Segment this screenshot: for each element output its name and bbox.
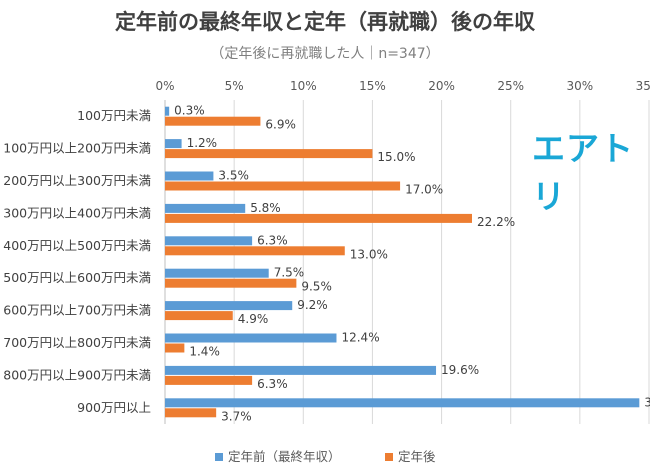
data-label: 3.5%	[218, 169, 249, 183]
legend-swatch-1	[215, 453, 223, 461]
category-label: 200万円以上300万円未満	[3, 173, 151, 188]
category-label: 100万円以上200万円未満	[3, 141, 151, 156]
category-label: 100万円未満	[77, 108, 151, 123]
data-label: 22.2%	[477, 215, 515, 229]
data-label: 0.3%	[174, 104, 205, 118]
bar-series-1	[165, 203, 246, 213]
bar-series-1	[165, 236, 253, 246]
bar-series-2	[165, 408, 217, 418]
x-tick-label: 0%	[155, 79, 174, 93]
bar-series-2	[165, 149, 373, 159]
bar-series-1	[165, 398, 640, 408]
data-label: 6.3%	[257, 233, 288, 247]
category-label: 800万円以上900万円未満	[3, 367, 151, 382]
legend-label: 定年後	[398, 449, 436, 464]
category-label: 300万円以上400万円未満	[3, 205, 151, 220]
x-tick-label: 20%	[428, 79, 455, 93]
bar-series-1	[165, 333, 337, 343]
x-tick-label: 10%	[290, 79, 317, 93]
bar-series-2	[165, 181, 401, 191]
data-label: 6.3%	[257, 377, 288, 391]
chart-subtitle: （定年後に再就職した人｜n=347）	[210, 46, 440, 62]
bar-series-1	[165, 268, 269, 278]
category-label: 900万円以上	[77, 400, 151, 415]
data-label: 12.4%	[341, 331, 379, 345]
data-label: 17.0%	[405, 183, 443, 197]
x-tick-label: 15%	[359, 79, 386, 93]
x-tick-label: 35%	[636, 79, 650, 93]
data-label: 19.6%	[441, 363, 479, 377]
bar-series-1	[165, 365, 437, 375]
bar-series-2	[165, 375, 253, 385]
bar-series-2	[165, 246, 345, 256]
bar-series-2	[165, 278, 297, 288]
category-label: 700万円以上800万円未満	[3, 335, 151, 350]
bar-series-2	[165, 311, 233, 321]
legend-label: 定年前（最終年収）	[228, 449, 341, 464]
bar-series-1	[165, 139, 182, 149]
data-label: 34.3%	[644, 395, 650, 409]
bar-series-1	[165, 171, 214, 181]
bar-series-2	[165, 343, 185, 353]
data-label: 1.2%	[187, 136, 218, 150]
legend-swatch-2	[385, 453, 393, 461]
data-label: 4.9%	[238, 312, 269, 326]
data-label: 6.9%	[265, 118, 296, 132]
x-tick-label: 25%	[497, 79, 524, 93]
x-tick-label: 5%	[225, 79, 244, 93]
category-label: 400万円以上500万円未満	[3, 238, 151, 253]
data-label: 13.0%	[350, 247, 388, 261]
data-label: 9.5%	[301, 280, 332, 294]
category-label: 500万円以上600万円未満	[3, 270, 151, 285]
data-label: 9.2%	[297, 298, 328, 312]
bar-series-1	[165, 106, 170, 116]
bar-series-2	[165, 116, 261, 126]
category-label: 600万円以上700万円未満	[3, 303, 151, 318]
data-label: 1.4%	[189, 345, 220, 359]
data-label: 15.0%	[377, 150, 415, 164]
chart-title: 定年前の最終年収と定年（再就職）後の年収	[115, 10, 535, 34]
data-label: 5.8%	[250, 201, 281, 215]
bar-series-2	[165, 213, 472, 223]
x-tick-label: 30%	[567, 79, 594, 93]
data-label: 7.5%	[274, 266, 305, 280]
brand-logo: エアトリ	[532, 129, 634, 216]
data-label: 3.7%	[221, 409, 252, 423]
bar-series-1	[165, 301, 293, 311]
